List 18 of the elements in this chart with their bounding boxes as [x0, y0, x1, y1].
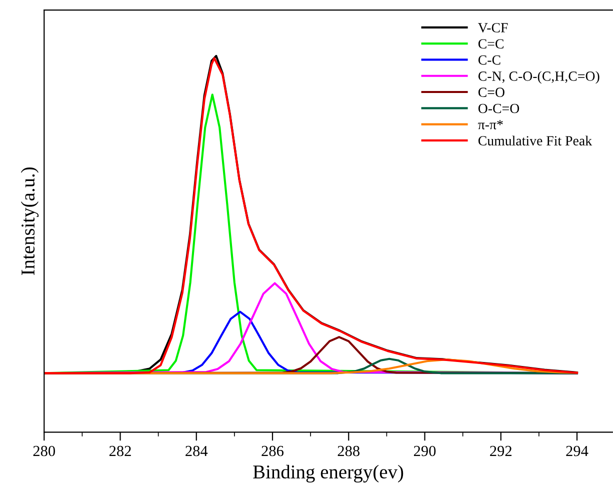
x-tick-label: 284 — [186, 446, 208, 456]
legend-label: C=O — [478, 88, 504, 98]
x-tick-label: 292 — [490, 446, 512, 456]
y-axis-title: Intensity(a.u.) — [20, 167, 39, 275]
x-tick-label: 282 — [109, 446, 131, 456]
legend-label: π-π* — [478, 120, 503, 130]
legend-label: C-C — [478, 55, 500, 65]
x-tick-label: 286 — [262, 446, 284, 456]
x-tick-label: 280 — [33, 446, 56, 456]
legend-label: Cumulative Fit Peak — [478, 136, 592, 146]
x-axis-title: Binding energy(ev) — [253, 464, 404, 483]
legend-label: C=C — [478, 39, 504, 49]
x-tick-label: 290 — [414, 446, 436, 456]
legend-label: V-CF — [478, 23, 508, 32]
x-tick-label: 294 — [566, 446, 588, 456]
legend-label: C-N, C-O-(C,H,C=O) — [478, 71, 600, 84]
x-tick-label: 288 — [338, 446, 360, 456]
legend-label: O-C=O — [478, 104, 520, 114]
